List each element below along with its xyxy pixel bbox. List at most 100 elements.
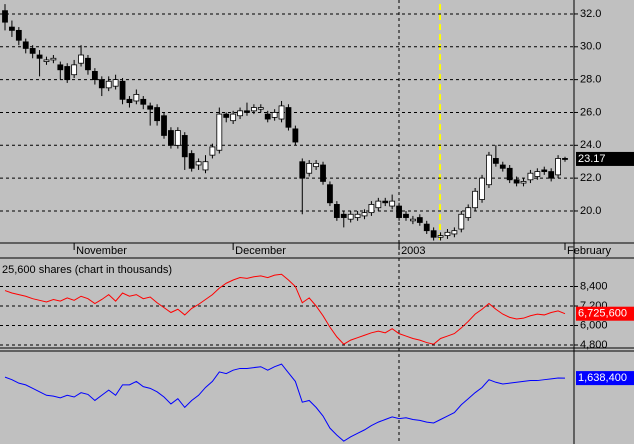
candle-body	[562, 158, 568, 160]
x-tick-label: November	[76, 245, 127, 257]
candle-body	[333, 204, 340, 218]
candle-body	[472, 190, 479, 209]
candle-body	[105, 80, 112, 89]
candle-body	[340, 213, 347, 218]
candle-body	[161, 115, 167, 136]
candle-body	[327, 184, 333, 204]
candle-body	[479, 177, 485, 200]
candle-body	[29, 48, 36, 54]
line-series	[4, 273, 566, 345]
candle-body	[257, 107, 264, 110]
candle-body	[499, 164, 506, 169]
candle-body	[57, 64, 64, 71]
value-label: 6,725,600	[578, 308, 627, 320]
candle-body	[306, 162, 313, 174]
candle-body	[264, 113, 271, 120]
line-series	[4, 363, 566, 442]
candle-body	[513, 179, 520, 184]
candle-body	[486, 154, 492, 186]
candle-body	[389, 200, 396, 207]
y-tick-label: 30.0	[580, 41, 601, 53]
candle-body	[534, 171, 541, 177]
value-label-box	[576, 371, 634, 386]
candle-body	[50, 57, 57, 61]
candle-body	[15, 29, 22, 41]
candle-body	[64, 66, 71, 81]
candle-body	[133, 94, 140, 102]
candle-body	[465, 207, 472, 218]
value-label-box	[576, 151, 634, 166]
candle-body	[271, 112, 278, 118]
candle-body	[188, 153, 195, 169]
candle-body	[250, 107, 257, 112]
candle-body	[36, 54, 43, 59]
candle-body	[368, 204, 375, 214]
candle-body	[492, 158, 499, 164]
candle-body	[112, 79, 119, 87]
candle-body	[430, 230, 437, 238]
candle-body	[181, 135, 188, 158]
candle-body	[2, 10, 8, 23]
candle-body	[458, 213, 465, 230]
candle-body	[299, 161, 306, 179]
candle-body	[354, 213, 361, 218]
x-tick-label: December	[235, 245, 286, 257]
y-tick-label: 24.0	[580, 139, 601, 151]
candle-body	[154, 107, 160, 122]
candle-body	[85, 57, 91, 71]
candle-body	[437, 235, 444, 238]
candle-body	[361, 212, 368, 217]
candle-body	[244, 110, 250, 113]
candle-body	[237, 110, 243, 117]
candle-body	[527, 172, 534, 181]
candle-body	[313, 162, 320, 168]
candle-body	[285, 107, 292, 128]
y-tick-label: 6,000	[580, 319, 608, 331]
candle-body	[98, 79, 105, 89]
x-tick-label: 2003	[401, 245, 425, 257]
candle-body	[202, 161, 209, 171]
y-tick-label: 4,800	[580, 339, 608, 351]
value-label: 1,638,400	[578, 372, 627, 384]
y-tick-label: 22.0	[580, 172, 601, 184]
y-tick-label: 32.0	[580, 8, 601, 20]
candle-body	[22, 41, 29, 49]
candle-body	[382, 200, 389, 204]
candle-body	[230, 113, 237, 122]
candle-body	[506, 167, 513, 181]
candle-body	[396, 205, 402, 218]
candle-body	[278, 105, 285, 120]
candle-body	[168, 130, 174, 146]
candle-body	[444, 231, 451, 237]
candle-body	[78, 54, 84, 64]
candle-body	[423, 223, 430, 232]
value-label-box	[576, 306, 634, 321]
candle-body	[520, 181, 527, 184]
candle-body	[147, 105, 154, 110]
panel-title: 25,600 shares (chart in thousands)	[2, 264, 172, 276]
candle-body	[126, 98, 133, 104]
candle-body	[216, 113, 223, 151]
candle-body	[292, 128, 299, 143]
candle-body	[451, 230, 458, 235]
candle-body	[410, 218, 416, 222]
candle-body	[541, 169, 548, 172]
candle-body	[209, 146, 216, 156]
candle-body	[416, 217, 423, 223]
candle-body	[195, 161, 202, 166]
candle-body	[320, 164, 326, 182]
candle-body	[91, 71, 98, 81]
candle-body	[43, 59, 50, 62]
candle-body	[9, 26, 15, 31]
candle-body	[555, 158, 561, 176]
candle-body	[347, 213, 354, 220]
candle-body	[403, 213, 409, 218]
x-tick-label: February	[567, 245, 612, 257]
y-tick-label: 20.0	[580, 205, 601, 217]
y-tick-label: 8,400	[580, 280, 608, 292]
candle-body	[174, 130, 181, 146]
y-tick-label: 26.0	[580, 106, 601, 118]
